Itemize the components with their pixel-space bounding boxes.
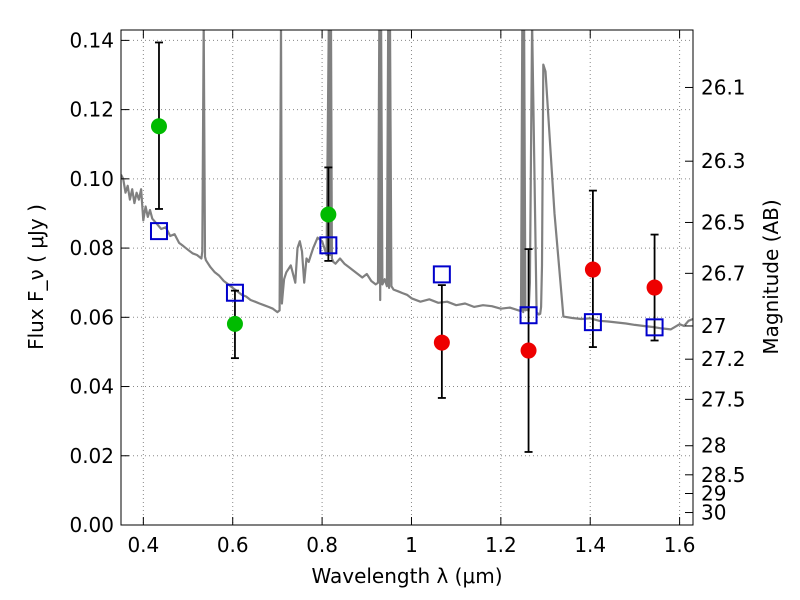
model-square [645, 318, 664, 337]
y2-tick-label: 27.2 [701, 347, 746, 371]
y-tick-label: 0.02 [69, 444, 114, 468]
x-tick-label: 1.4 [574, 533, 606, 557]
model-square [432, 265, 451, 284]
x-tick-label: 1.2 [485, 533, 517, 557]
plot-background [121, 30, 693, 525]
y-tick-label: 0.00 [69, 513, 114, 537]
model-square [149, 222, 168, 241]
observed-point [646, 279, 663, 296]
model-square [225, 283, 244, 302]
x-tick-label: 0.8 [306, 533, 338, 557]
y2-tick-label: 26.5 [701, 210, 746, 234]
y2-tick-label: 30 [701, 501, 726, 525]
data-points [149, 41, 664, 453]
y-tick-label: 0.14 [69, 28, 114, 52]
x-axis-title: Wavelength λ (μm) [311, 564, 502, 588]
y-tick-label: 0.04 [69, 375, 114, 399]
model-square [583, 313, 602, 332]
model-square [519, 306, 538, 325]
observed-point [150, 118, 167, 135]
y-axis-title: Flux F_ν ( μJy ) [24, 204, 48, 350]
template-spectrum [121, 30, 693, 331]
model-square [319, 236, 338, 255]
y2-tick-label: 26.1 [701, 75, 746, 99]
y2-axis-title: Magnitude (AB) [759, 199, 783, 354]
plot-frame [120, 29, 694, 526]
y2-tick-label: 27 [701, 314, 726, 338]
x-tick-label: 0.4 [127, 533, 159, 557]
observed-point [520, 342, 537, 359]
observed-point [226, 315, 243, 332]
axis-ticks: 0.4 0.6 0.8 1 1.2 1.4 1.6 0.00 0.02 0.04 0.06 0.08 0… [69, 28, 745, 557]
x-tick-label: 1.6 [664, 533, 696, 557]
x-tick-label: 0.6 [217, 533, 249, 557]
y2-tick-label: 29 [701, 482, 726, 506]
y2-tick-label: 28.5 [701, 463, 746, 487]
x-tick-label: 1 [405, 533, 418, 557]
y-tick-label: 0.08 [69, 236, 114, 260]
y-tick-label: 0.06 [69, 305, 114, 329]
observed-point [433, 334, 450, 351]
y2-tick-label: 26.7 [701, 261, 746, 285]
y-tick-label: 0.12 [69, 98, 114, 122]
grid [121, 30, 693, 525]
y2-tick-label: 27.5 [701, 387, 746, 411]
y2-tick-label: 26.3 [701, 149, 746, 173]
y-tick-label: 0.10 [69, 167, 114, 191]
template-spectrum-line [121, 30, 693, 331]
observed-point [584, 261, 601, 278]
y2-tick-label: 28 [701, 434, 726, 458]
observed-point [320, 206, 337, 223]
